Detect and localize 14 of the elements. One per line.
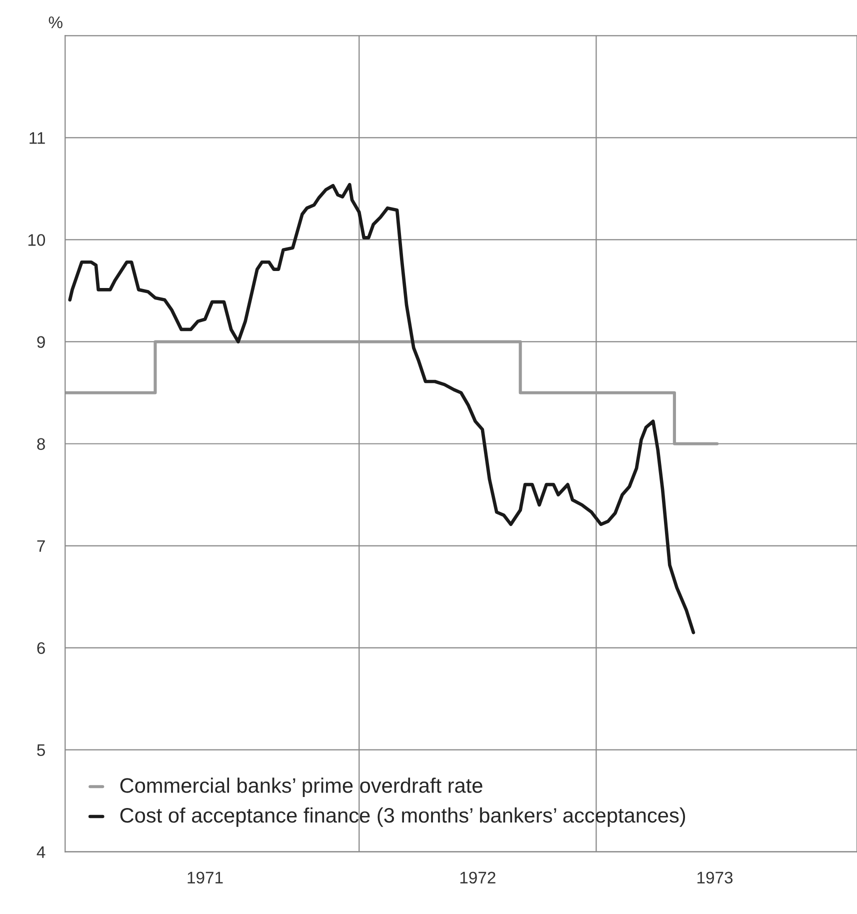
x-tick-label: 1972 xyxy=(460,872,496,884)
legend-label: Cost of acceptance finance (3 months’ bankers’ acceptances) xyxy=(120,807,686,827)
y-axis-title: % xyxy=(48,16,62,28)
y-tick-label: 9 xyxy=(37,336,45,348)
y-tick-label: 10 xyxy=(28,234,46,246)
y-tick-label: 7 xyxy=(37,540,45,552)
y-tick-label: 11 xyxy=(30,132,45,144)
y-tick-label: 5 xyxy=(37,744,45,756)
y-tick-label: 8 xyxy=(37,438,45,450)
y-tick-label: 6 xyxy=(37,642,45,654)
legend-label: Commercial banks’ prime overdraft rate xyxy=(120,778,482,798)
x-tick-label: 1971 xyxy=(188,872,223,884)
y-tick-label: 4 xyxy=(36,846,46,858)
x-tick-label: 1973 xyxy=(697,872,733,884)
